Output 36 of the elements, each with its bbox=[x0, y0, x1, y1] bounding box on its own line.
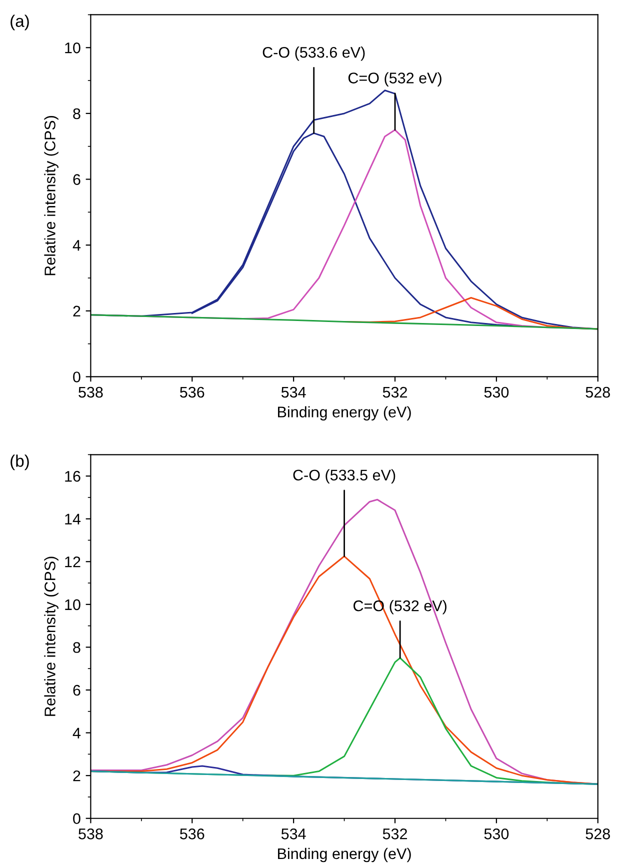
text: (a) bbox=[10, 14, 29, 30]
x-axis-title: Binding energy (eV) bbox=[278, 406, 411, 420]
x-axis-title: Binding energy (eV) bbox=[278, 848, 411, 862]
y-axis-title: Relative intensity (CPS) bbox=[44, 116, 58, 276]
y-tick-label: 2 bbox=[73, 770, 80, 782]
x-tick-label: 532 bbox=[382, 828, 407, 840]
x-tick-label: 536 bbox=[180, 828, 204, 840]
x-tick-label: 530 bbox=[484, 386, 509, 398]
y-tick-label: 10 bbox=[65, 599, 80, 610]
y-tick-label: 14 bbox=[65, 514, 81, 524]
annotation: C-O (533.6 eV) bbox=[262, 46, 365, 61]
y-tick-label: 10 bbox=[65, 42, 80, 54]
y-tick-label: 0 bbox=[73, 813, 80, 824]
x-tick-label: 528 bbox=[586, 828, 610, 840]
x-tick-label: 534 bbox=[281, 386, 306, 398]
x-tick-label: 528 bbox=[586, 386, 610, 398]
y-tick-label: 16 bbox=[65, 470, 80, 482]
x-tick-label: 538 bbox=[78, 386, 103, 398]
y-tick-label: 2 bbox=[73, 306, 80, 316]
y-tick-label: 6 bbox=[73, 684, 80, 696]
annotation: C-O (533.5 eV) bbox=[293, 469, 396, 484]
y-tick-label: 0 bbox=[73, 372, 80, 382]
y-tick-label: 8 bbox=[73, 642, 80, 653]
annotation: C=O (532 eV) bbox=[348, 72, 442, 86]
y-tick-label: 8 bbox=[73, 108, 80, 120]
y-axis-title: Relative intensity (CPS) bbox=[44, 556, 58, 716]
x-tick-label: 530 bbox=[484, 828, 509, 840]
y-tick-label: 6 bbox=[73, 174, 80, 185]
x-tick-label: 534 bbox=[281, 828, 306, 840]
y-tick-label: 4 bbox=[72, 728, 81, 738]
y-tick-label: 12 bbox=[65, 556, 80, 568]
x-tick-label: 538 bbox=[78, 828, 103, 840]
x-tick-label: 532 bbox=[382, 386, 407, 398]
text: (b) bbox=[10, 454, 29, 470]
y-tick-label: 4 bbox=[72, 240, 81, 251]
x-tick-label: 536 bbox=[180, 386, 204, 398]
